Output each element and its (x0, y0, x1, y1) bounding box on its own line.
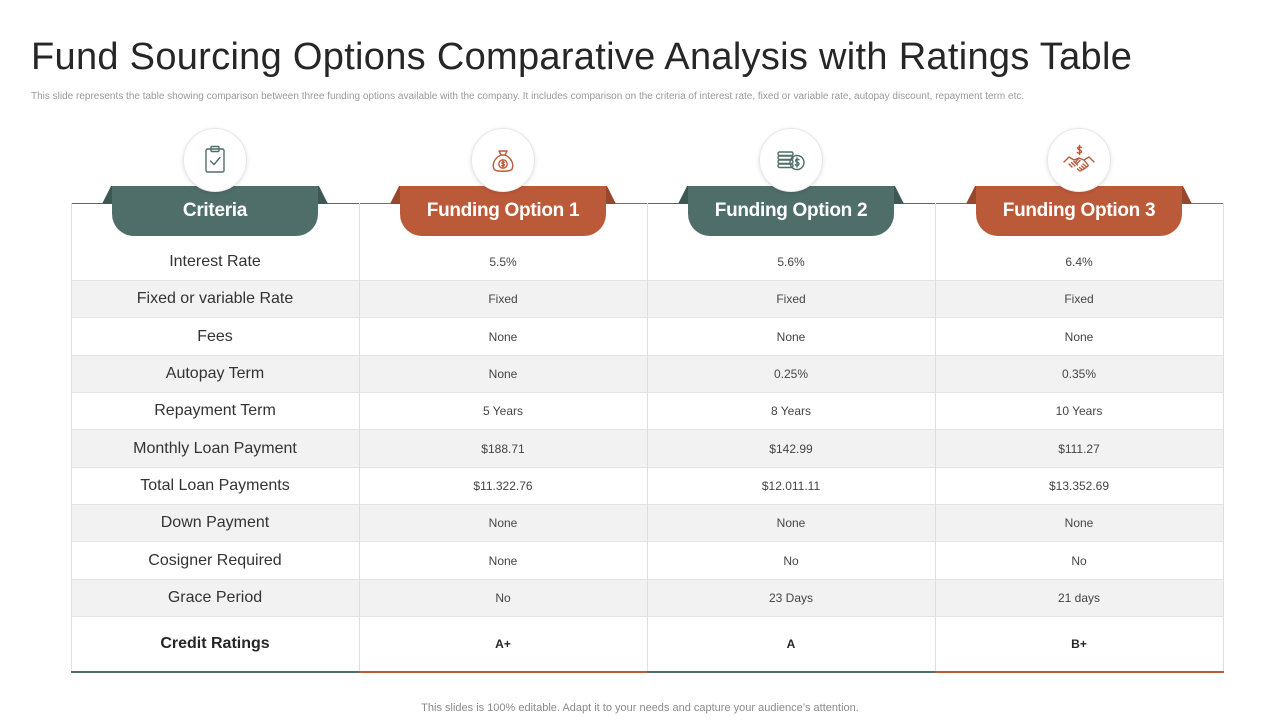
footer-note: This slides is 100% editable. Adapt it t… (421, 702, 859, 714)
option-2-value: 0.25% (773, 367, 809, 381)
column-title-option-3: Funding Option 3 (976, 186, 1182, 236)
option-3-value: $111.27 (1058, 441, 1100, 456)
row-criteria-label: Fees (197, 327, 233, 345)
column-title-option-2: Funding Option 2 (688, 186, 894, 236)
option-3-value: 0.35% (1061, 367, 1097, 381)
option-1-value: $188.71 (481, 441, 525, 456)
option-1-value: Fixed (488, 292, 518, 306)
option-2-value: 23 Days (768, 591, 814, 605)
row-criteria-label: Down Payment (160, 514, 270, 531)
column-divider (71, 203, 72, 672)
clipboard-check-icon (183, 128, 247, 192)
table-row-credit-ratings: Credit Ratings A+ A B+ (71, 617, 1224, 671)
option-2-rating: A (786, 637, 796, 651)
column-divider (359, 203, 360, 672)
row-criteria-label: Autopay Term (165, 365, 265, 382)
row-criteria-label: Repayment Term (154, 402, 276, 419)
option-3-value: None (1064, 329, 1094, 344)
option-1-value: None (488, 516, 518, 530)
column-header-option-3: Funding Option 3 (935, 126, 1223, 238)
row-criteria-label: Grace Period (167, 589, 263, 606)
option-2-value: 5.6% (777, 254, 805, 269)
table-bottom-border (647, 671, 935, 673)
option-2-value: No (783, 553, 799, 568)
column-divider (1223, 203, 1224, 672)
page-title: Fund Sourcing Options Comparative Analys… (31, 36, 1133, 78)
option-2-value: None (776, 516, 806, 530)
row-criteria-label: Fixed or variable Rate (136, 290, 294, 307)
table-bottom-border (359, 671, 647, 673)
handshake-icon (1047, 128, 1111, 192)
column-header-option-2: Funding Option 2 (647, 126, 935, 238)
table-bottom-border (71, 671, 359, 673)
row-criteria-label: Total Loan Payments (140, 477, 290, 494)
option-3-value: No (1071, 553, 1087, 568)
option-3-rating: B+ (1071, 637, 1087, 651)
column-title-option-1: Funding Option 1 (400, 186, 606, 236)
option-1-value: None (488, 329, 518, 344)
column-divider (647, 203, 648, 672)
coins-stack-icon (759, 128, 823, 192)
option-1-value: None (488, 553, 518, 568)
row-criteria-label: Cosigner Required (148, 551, 282, 569)
option-3-value: 21 days (1057, 591, 1101, 605)
option-1-value: No (495, 591, 511, 605)
option-1-value: 5 Years (482, 404, 524, 418)
option-3-value: Fixed (1064, 292, 1094, 306)
option-1-rating: A+ (495, 637, 511, 651)
option-2-value: 8 Years (770, 404, 812, 418)
option-3-value: 6.4% (1065, 254, 1093, 269)
option-2-value: $142.99 (769, 441, 813, 456)
column-title-criteria: Criteria (112, 186, 318, 236)
money-bag-icon (471, 128, 535, 192)
column-header-option-1: Funding Option 1 (359, 126, 647, 238)
option-2-value: $12.011.11 (761, 479, 821, 493)
table-bottom-border (935, 671, 1224, 673)
row-criteria-label: Credit Ratings (160, 635, 270, 652)
option-1-value: $11.322.76 (473, 479, 533, 493)
option-3-value: None (1064, 516, 1094, 530)
page-subtitle: This slide represents the table showing … (31, 91, 1025, 102)
row-criteria-label: Interest Rate (169, 252, 261, 270)
row-criteria-label: Monthly Loan Payment (133, 439, 297, 457)
option-1-value: 5.5% (489, 254, 517, 269)
option-3-value: 10 Years (1055, 404, 1103, 418)
comparison-table: Interest Rate 5.5% 5.6% 6.4% Fixed or va… (71, 203, 1224, 673)
column-header-criteria: Criteria (71, 126, 359, 238)
option-2-value: None (776, 329, 806, 344)
option-3-value: $13.352.69 (1048, 479, 1110, 493)
column-divider (935, 203, 936, 672)
option-1-value: None (488, 367, 518, 381)
option-2-value: Fixed (776, 292, 806, 306)
